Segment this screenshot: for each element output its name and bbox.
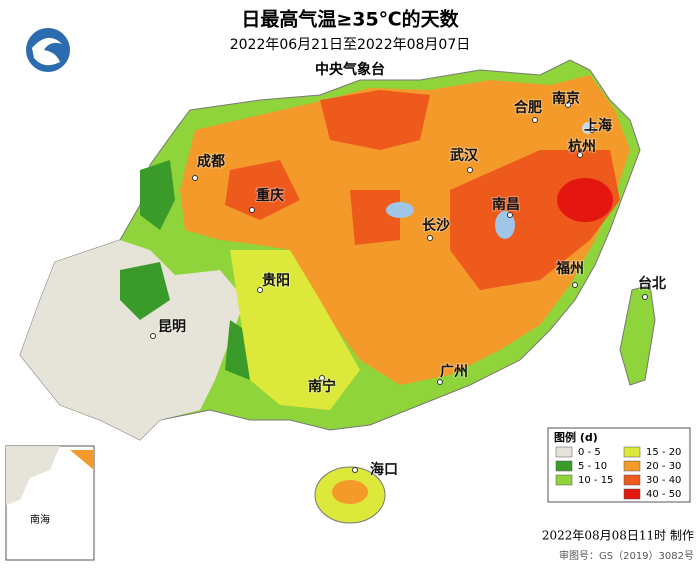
city-dot — [352, 467, 358, 473]
city-label: 海口 — [370, 461, 398, 478]
city-dot — [427, 235, 433, 241]
legend-swatch — [555, 446, 573, 458]
inset-label: 南海 — [30, 513, 50, 526]
legend-label: 20 - 30 — [646, 461, 681, 472]
legend-label: 5 - 10 — [578, 461, 607, 472]
city-dot — [532, 117, 538, 123]
legend: 图例 (d) 0 - 5 15 - 20 5 - 10 20 - 30 10 - 15 3… — [547, 427, 691, 503]
footer-made: 2022年08月08日11时 制作 — [542, 529, 694, 543]
legend-swatch — [623, 488, 641, 500]
city-dot — [507, 212, 513, 218]
city-label: 南昌 — [492, 196, 520, 213]
city-label: 广州 — [440, 363, 468, 380]
city-dot — [249, 207, 255, 213]
city-label: 台北 — [638, 275, 666, 292]
city-dot — [319, 375, 325, 381]
city-dot — [437, 379, 443, 385]
city-dot — [257, 287, 263, 293]
city-label: 南宁 — [308, 378, 336, 395]
city-label: 贵阳 — [262, 272, 290, 289]
city-dot — [572, 282, 578, 288]
city-label: 南京 — [552, 90, 580, 107]
city-label: 重庆 — [256, 187, 284, 204]
logo — [26, 28, 70, 72]
agency: 中央气象台 — [315, 61, 385, 78]
city-dot — [192, 175, 198, 181]
city-label: 福州 — [555, 260, 584, 277]
city-label: 昆明 — [158, 319, 186, 335]
city-label: 长沙 — [422, 217, 450, 234]
city-label: 成都 — [197, 153, 225, 170]
title: 日最高气温≥35℃的天数 — [241, 8, 459, 31]
legend-label: 0 - 5 — [578, 447, 601, 458]
legend-label: 40 - 50 — [646, 489, 681, 500]
legend-swatch — [623, 474, 641, 486]
city-label: 合肥 — [514, 99, 542, 116]
legend-label: 10 - 15 — [578, 475, 613, 486]
legend-label: 15 - 20 — [646, 447, 681, 458]
city-dot — [565, 102, 571, 108]
legend-swatch — [555, 474, 573, 486]
city-dot — [467, 167, 473, 173]
map — [19, 59, 656, 524]
legend-swatch — [623, 446, 641, 458]
footer-approval: 审图号：GS（2019）3082号 — [559, 549, 694, 562]
city-dot — [589, 127, 595, 133]
city-dot — [150, 333, 156, 339]
inset-map: 南海 — [5, 445, 95, 561]
city-label: 上海 — [584, 117, 612, 134]
city-label: 杭州 — [568, 138, 596, 155]
legend-swatch — [623, 460, 641, 472]
legend-swatch — [555, 460, 573, 472]
date-range: 2022年06月21日至2022年08月07日 — [230, 37, 471, 53]
city-dot — [577, 152, 583, 158]
city-dot — [642, 294, 648, 300]
cities: 成都 重庆 贵阳 昆明 南宁 广州 海口 长沙 武汉 南昌 福州 台北 合肥 南… — [150, 89, 667, 479]
legend-label: 30 - 40 — [646, 475, 681, 486]
city-label: 武汉 — [450, 147, 479, 164]
legend-title: 图例 (d) — [554, 430, 598, 444]
